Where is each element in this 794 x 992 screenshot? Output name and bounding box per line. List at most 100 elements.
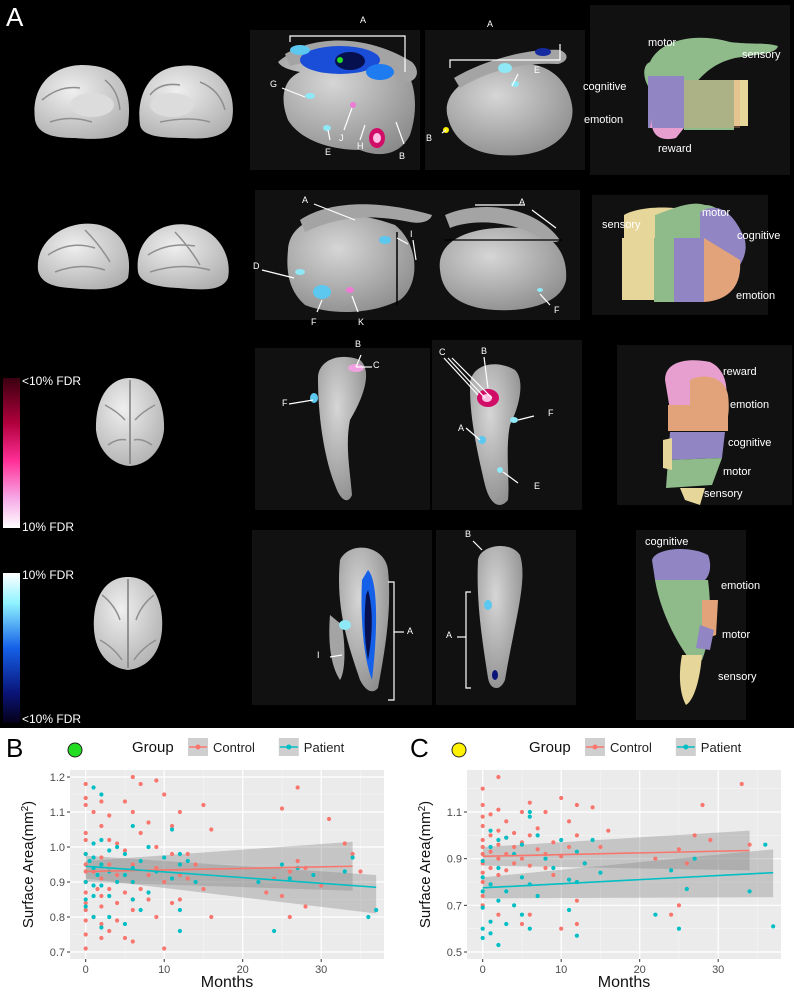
- data-point-control: [480, 823, 485, 829]
- region-label: B: [399, 151, 406, 161]
- data-point-patient: [535, 833, 540, 838]
- panel-indicator-dot: [67, 742, 83, 758]
- y-tick-label: 0.9: [50, 877, 65, 889]
- data-point-patient: [146, 844, 151, 850]
- data-point-patient: [496, 837, 501, 843]
- region-label: A: [302, 195, 309, 205]
- data-point-control: [692, 833, 697, 838]
- data-point-patient: [519, 875, 525, 880]
- data-point-patient: [574, 933, 579, 938]
- region-label: D: [253, 261, 260, 271]
- data-point-control: [574, 898, 579, 903]
- data-point-control: [209, 827, 214, 832]
- data-point-control: [496, 872, 501, 878]
- data-point-control: [551, 872, 556, 878]
- data-point-control: [130, 939, 135, 944]
- colorbar-positive: [3, 378, 20, 528]
- region-label: A: [446, 630, 453, 640]
- data-point-control: [83, 907, 88, 913]
- data-point-control: [559, 926, 564, 931]
- legend-label: Control: [213, 740, 255, 755]
- legend-key-point: [286, 744, 292, 750]
- x-tick-label: 30: [712, 964, 724, 976]
- region-label: F: [282, 398, 288, 408]
- functional-atlas-r4: [652, 548, 718, 705]
- striatum-r1-mid: [443, 48, 573, 156]
- func-label: cognitive: [645, 536, 689, 548]
- data-point-control: [99, 823, 104, 829]
- data-point-control: [574, 802, 579, 808]
- data-point-control: [496, 842, 501, 847]
- colorbar-neg-bottom-label: <10% FDR: [22, 712, 82, 726]
- data-point-patient: [107, 914, 112, 920]
- data-point-control: [295, 858, 300, 864]
- region-label: F: [554, 305, 560, 315]
- data-point-patient: [590, 837, 595, 843]
- y-axis-label: Surface Area(mm2): [417, 801, 435, 928]
- data-point-patient: [519, 912, 525, 917]
- func-label: motor: [648, 37, 677, 49]
- func-label: cognitive: [737, 230, 781, 242]
- data-point-patient: [169, 876, 175, 881]
- data-point-control: [95, 886, 100, 892]
- data-point-control: [83, 802, 88, 808]
- data-point-patient: [130, 879, 135, 885]
- data-point-control: [358, 869, 363, 874]
- confidence-band-control: [482, 830, 750, 871]
- data-point-control: [83, 830, 88, 836]
- y-axis-label-close: ): [417, 801, 434, 806]
- data-point-patient: [559, 837, 564, 843]
- region-label: B: [355, 339, 362, 349]
- data-point-patient: [91, 893, 96, 899]
- data-point-patient: [162, 855, 167, 860]
- region-label: F: [311, 317, 317, 327]
- func-label: sensory: [602, 219, 641, 231]
- data-point-control: [566, 819, 572, 824]
- data-point-control: [527, 800, 532, 805]
- data-point-control: [115, 900, 120, 906]
- region-label: E: [325, 147, 332, 157]
- data-point-patient: [91, 841, 96, 846]
- data-point-patient: [504, 889, 509, 894]
- data-point-patient: [83, 851, 88, 857]
- data-point-patient: [574, 849, 579, 854]
- legend-label: Patient: [701, 740, 742, 755]
- legend-label: Control: [610, 740, 652, 755]
- y-axis-label-sup: 2: [417, 805, 428, 811]
- data-point-patient: [91, 855, 96, 860]
- data-point-control: [279, 806, 285, 811]
- data-point-control: [480, 837, 485, 843]
- func-label: emotion: [730, 399, 770, 411]
- striatum-r4-mid: [477, 545, 523, 689]
- func-label: emotion: [721, 580, 761, 592]
- legend-key-point: [592, 744, 598, 750]
- data-point-patient: [543, 856, 548, 861]
- region-label: F: [548, 408, 554, 418]
- func-label: motor: [723, 466, 752, 478]
- data-point-control: [543, 865, 548, 871]
- data-point-control: [154, 778, 159, 783]
- data-point-control: [676, 903, 682, 908]
- data-point-control: [177, 872, 182, 878]
- data-point-control: [107, 886, 112, 892]
- data-point-control: [99, 876, 104, 881]
- data-point-patient: [83, 904, 88, 909]
- y-tick-label: 0.5: [447, 947, 462, 959]
- region-label: K: [358, 317, 365, 327]
- data-point-patient: [488, 844, 493, 850]
- data-point-control: [700, 802, 705, 808]
- data-point-control: [279, 893, 285, 899]
- data-point-patient: [480, 875, 485, 880]
- y-axis-label-main: Surface Area(mm: [20, 811, 37, 928]
- data-point-patient: [138, 907, 143, 913]
- region-label: A: [407, 626, 414, 636]
- data-point-control: [99, 921, 104, 927]
- colorbar-pos-bottom-label: 10% FDR: [22, 520, 75, 534]
- region-label: A: [360, 15, 367, 25]
- data-point-control: [559, 795, 564, 801]
- data-point-control: [527, 863, 532, 868]
- data-point-patient: [107, 893, 112, 899]
- y-tick-label: 0.8: [50, 912, 65, 924]
- data-point-control: [480, 814, 485, 819]
- data-point-control: [130, 809, 135, 815]
